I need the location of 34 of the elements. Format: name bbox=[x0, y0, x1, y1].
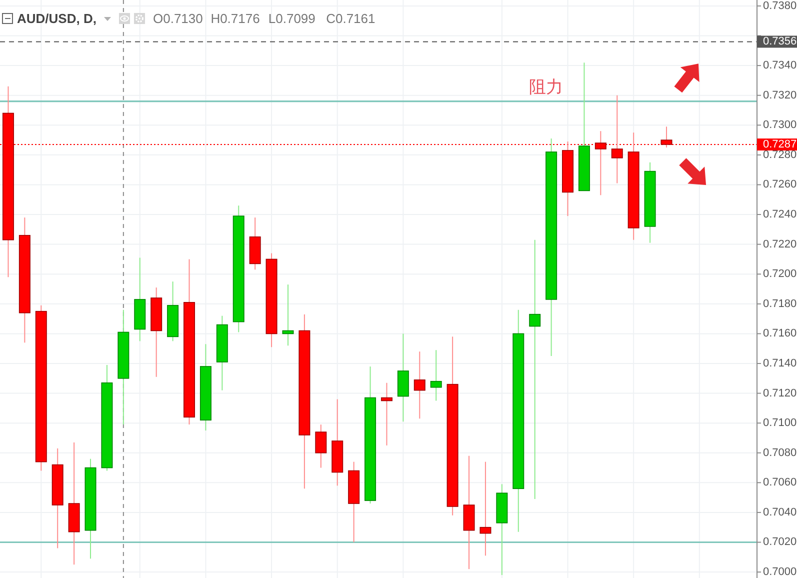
y-tick-label: 0.7100 bbox=[763, 417, 797, 430]
y-tick-label: 0.7080 bbox=[763, 446, 797, 459]
y-tick-label: 0.7140 bbox=[763, 357, 797, 370]
y-tick-label: 0.7060 bbox=[763, 476, 797, 489]
annotation: H0.7176 bbox=[210, 11, 260, 26]
y-tick-label: 0.7180 bbox=[763, 298, 797, 310]
text: AUD/USD, D, bbox=[17, 11, 96, 26]
y-tick-label: 0.7000 bbox=[763, 566, 797, 578]
y-tick-label: 0.7280 bbox=[763, 148, 797, 161]
y-tick-label: 0.7200 bbox=[763, 268, 797, 280]
y-tick-label: 0.7240 bbox=[763, 208, 797, 221]
y-tick-label: 0.7380 bbox=[763, 0, 797, 12]
ref-line-label: 阻力 bbox=[529, 77, 563, 96]
y-tick-label: 0.7020 bbox=[763, 536, 797, 548]
y-tick-label: 0.7300 bbox=[763, 119, 797, 132]
candlestick bbox=[529, 239, 541, 500]
annotation: C0.7161 bbox=[326, 11, 376, 26]
y-tick-label: 0.7260 bbox=[763, 178, 797, 191]
y-tick-label: 0.7340 bbox=[763, 60, 797, 72]
annotation: O0.7130 bbox=[153, 11, 203, 26]
candlestick bbox=[380, 382, 392, 446]
y-tick-label: 0.7220 bbox=[763, 238, 797, 250]
candlestick bbox=[282, 284, 294, 346]
y-tick-label: 0.7120 bbox=[763, 387, 797, 400]
candlestick bbox=[414, 351, 426, 420]
candlestick bbox=[430, 350, 442, 402]
ref-line-label: 0.7287 bbox=[763, 138, 797, 150]
candlestick bbox=[480, 461, 492, 556]
candlestick bbox=[315, 424, 327, 468]
y-tick-label: 0.7320 bbox=[763, 89, 797, 102]
ref-line-label: 0.7356 bbox=[763, 36, 797, 48]
y-tick-label: 0.7160 bbox=[763, 328, 797, 340]
y-tick-label: 0.7040 bbox=[763, 506, 797, 518]
annotation: L0.7099 bbox=[268, 11, 316, 26]
